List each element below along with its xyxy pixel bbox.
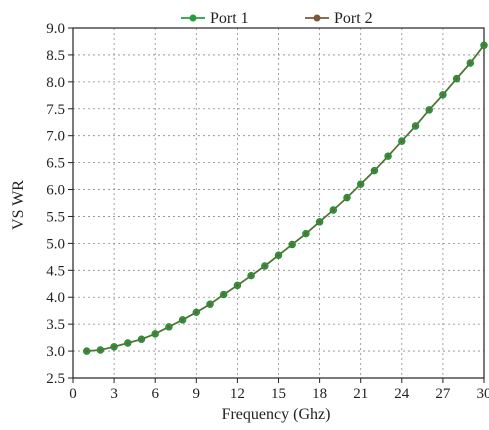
series-layer [82,41,488,355]
x-tick-label-8: 24 [394,386,410,402]
series-2-point-20 [359,182,363,186]
y-tick-label-0: 2.5 [46,371,65,387]
y-tick-label-8: 6.5 [46,156,65,172]
series-2-point-6 [167,325,171,329]
y-axis-title: VS WR [10,180,27,230]
y-tick-label-11: 8.0 [46,75,65,91]
x-tick-label-9: 27 [435,386,451,402]
legend-item-port-1[interactable]: Port 1 [181,10,249,27]
series-2-point-24 [413,124,418,128]
series-2-point-29 [482,43,486,47]
y-tick-label-13: 9.0 [46,21,65,37]
series-2-point-13 [263,264,267,268]
y-tick-label-3: 4.0 [46,290,65,306]
series-2-point-1 [98,348,103,352]
legend-item-port-2[interactable]: Port 2 [305,10,373,27]
legend-port-2-marker [313,14,321,22]
series-2-point-26 [441,93,445,97]
series-2-point-27 [454,76,459,81]
y-tick-label-9: 7.0 [46,129,65,145]
grid-layer [73,28,484,378]
series-2-point-25 [427,108,431,112]
x-tick-label-2: 6 [151,386,159,402]
x-tick-label-10: 30 [477,386,489,402]
series-2-point-11 [235,283,240,288]
series-2-point-3 [126,341,130,345]
series-2-point-18 [331,208,335,212]
legend: Port 1 Port 2 [181,10,373,27]
series-2-point-0 [85,349,89,353]
series-2-point-23 [400,139,404,143]
series-2-point-5 [153,332,157,336]
series-2-point-16 [304,231,308,236]
series-2-point-28 [468,61,472,65]
x-tick-label-3: 9 [193,386,201,402]
x-axis-title: Frequency (Ghz) [222,406,331,423]
legend-port-2-label: Port 2 [334,10,373,27]
y-tick-label-2: 3.5 [46,317,65,333]
x-tick-label-7: 21 [353,386,368,402]
series-2-point-8 [194,310,198,315]
y-tick-label-5: 5.0 [46,236,65,252]
series-2-point-12 [249,273,253,278]
axis-layer: 0 3 6 9 12 15 18 21 24 27 30 2.5 3.0 3.5 4.0 4.5 5.0 5.5 6… [46,21,489,402]
series-2-point-21 [372,168,377,173]
x-tick-label-1: 3 [110,386,118,402]
series-2-point-10 [222,292,226,297]
x-tick-label-6: 18 [312,386,327,402]
legend-port-1-marker [189,14,197,22]
x-tick-label-5: 15 [271,386,286,402]
series-2-point-22 [386,154,390,158]
series-2-point-19 [345,195,349,200]
series-2-point-7 [180,318,185,322]
series-2-point-4 [139,337,144,341]
y-tick-label-4: 4.5 [46,263,65,279]
x-tick-label-4: 12 [230,386,245,402]
series-2-point-9 [208,302,212,306]
y-tick-label-12: 8.5 [46,48,65,64]
y-tick-label-10: 7.5 [46,102,65,118]
series-2-point-14 [276,253,281,257]
series-2-point-17 [317,220,322,224]
legend-port-1-label: Port 1 [210,10,249,27]
y-tick-label-1: 3.0 [46,344,65,360]
y-tick-label-6: 5.5 [46,209,65,225]
series-2-point-2 [112,345,116,349]
y-tick-label-7: 6.0 [46,183,65,199]
x-tick-label-0: 0 [69,386,77,402]
series-2-point-15 [290,242,294,247]
